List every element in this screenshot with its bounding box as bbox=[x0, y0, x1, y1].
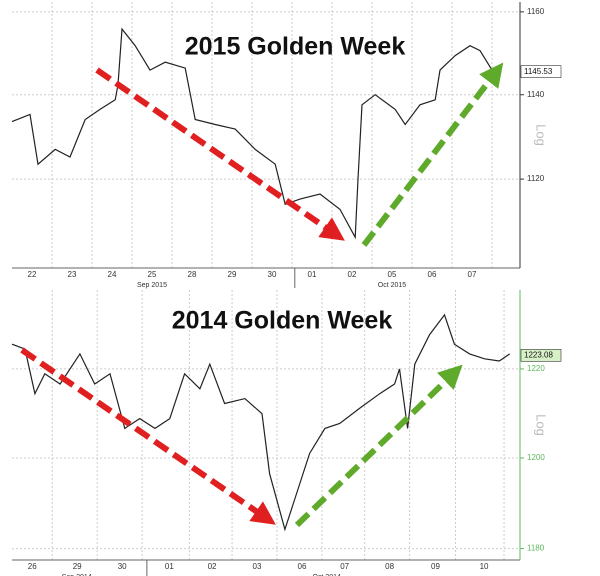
x-tick-label: 30 bbox=[268, 270, 277, 279]
month-label: Sep 2014 bbox=[62, 574, 92, 576]
green-arrow bbox=[294, 364, 463, 528]
y-axis-label: Log bbox=[534, 414, 549, 436]
red-arrow bbox=[20, 347, 276, 525]
y-axis-label: Log bbox=[534, 124, 549, 146]
x-tick-label: 23 bbox=[68, 270, 77, 279]
y-tick-label: 1200 bbox=[527, 453, 545, 462]
month-label: Oct 2015 bbox=[378, 282, 407, 289]
x-tick-label: 03 bbox=[253, 562, 262, 571]
y-tick-label: 1220 bbox=[527, 364, 545, 373]
x-tick-label: 25 bbox=[148, 270, 157, 279]
arrows bbox=[20, 62, 504, 528]
last-value-box bbox=[520, 65, 562, 78]
overlay: 1145.53 2015 Golden Week 1223.08 2014 Golde… bbox=[172, 33, 562, 362]
last-value-label: 1223.08 bbox=[524, 350, 553, 359]
x-tick-label: 06 bbox=[428, 270, 437, 279]
month-label: Oct 2014 bbox=[312, 574, 341, 576]
x-tick-label: 07 bbox=[340, 562, 349, 571]
price-line bbox=[11, 313, 511, 532]
x-tick-label: 06 bbox=[298, 562, 307, 571]
red-arrow bbox=[95, 67, 345, 241]
x-tick-label: 30 bbox=[118, 562, 127, 571]
chart-title: 2015 Golden Week bbox=[185, 33, 406, 61]
plots: 1120 1140 1160 22 23 24 25 28 29 30 01 02 05 06 07 Sep … bbox=[11, 2, 549, 576]
price-line bbox=[11, 27, 501, 240]
x-tick-label: 01 bbox=[165, 562, 174, 571]
last-value-box bbox=[520, 349, 562, 362]
x-tick-label: 09 bbox=[431, 562, 440, 571]
x-tick-label: 24 bbox=[108, 270, 117, 279]
x-tick-label: 26 bbox=[28, 562, 37, 571]
x-tick-label: 29 bbox=[228, 270, 237, 279]
x-tick-label: 05 bbox=[388, 270, 397, 279]
green-arrow bbox=[361, 62, 504, 247]
y-tick-label: 1160 bbox=[527, 7, 545, 16]
x-tick-label: 28 bbox=[188, 270, 197, 279]
x-tick-label: 07 bbox=[468, 270, 477, 279]
y-tick-label: 1140 bbox=[527, 90, 545, 99]
x-tick-label: 10 bbox=[480, 562, 489, 571]
x-tick-label: 02 bbox=[348, 270, 357, 279]
last-value-label: 1145.53 bbox=[524, 67, 553, 76]
x-tick-label: 29 bbox=[73, 562, 82, 571]
x-tick-label: 01 bbox=[308, 270, 317, 279]
chart-title: 2014 Golden Week bbox=[172, 307, 393, 335]
y-tick-label: 1120 bbox=[527, 174, 545, 183]
month-label: Sep 2015 bbox=[137, 282, 167, 289]
y-tick-label: 1180 bbox=[527, 544, 545, 553]
x-tick-label: 22 bbox=[28, 270, 37, 279]
x-tick-label: 08 bbox=[385, 562, 394, 571]
x-tick-label: 02 bbox=[208, 562, 217, 571]
